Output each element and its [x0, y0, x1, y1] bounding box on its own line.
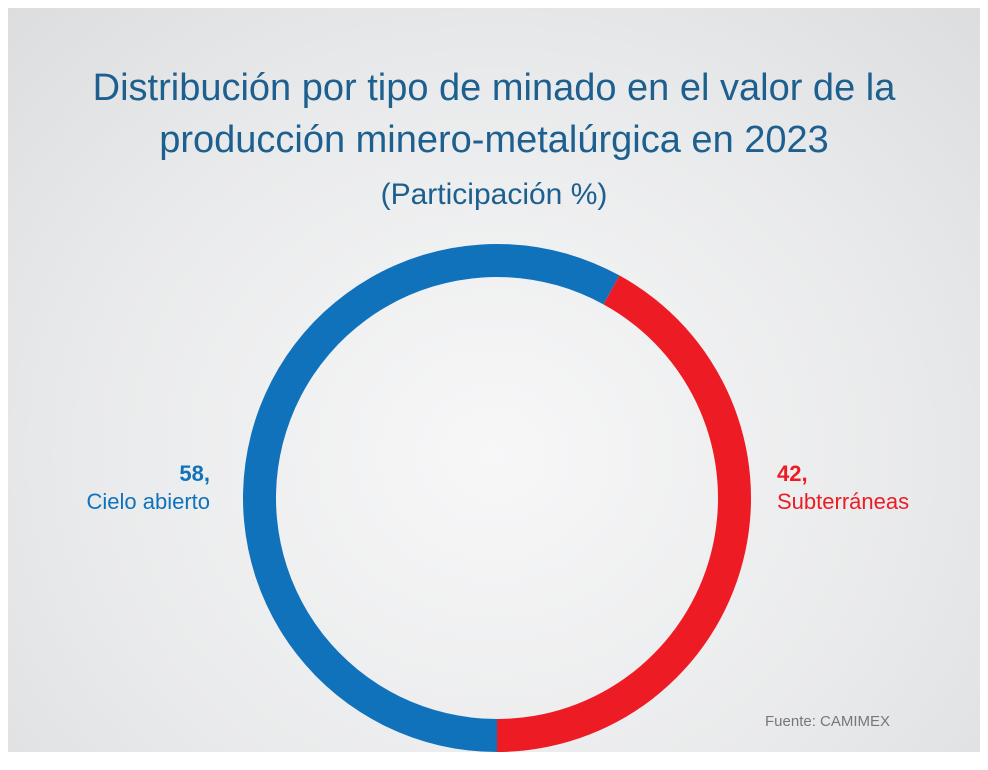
- category-label: Cielo abierto: [86, 489, 210, 514]
- chart-card: Distribución por tipo de minado en el va…: [8, 8, 980, 752]
- chart-subtitle: (Participación %): [380, 178, 608, 211]
- data-label: 58,: [179, 461, 210, 486]
- donut-segment: [497, 275, 752, 752]
- data-label: 42,: [777, 461, 808, 486]
- source-note: Fuente: CAMIMEX: [765, 713, 890, 730]
- donut-segment: [243, 244, 620, 752]
- category-label: Subterráneas: [777, 489, 909, 514]
- chart-title: Distribución por tipo de minado en el va…: [92, 67, 896, 161]
